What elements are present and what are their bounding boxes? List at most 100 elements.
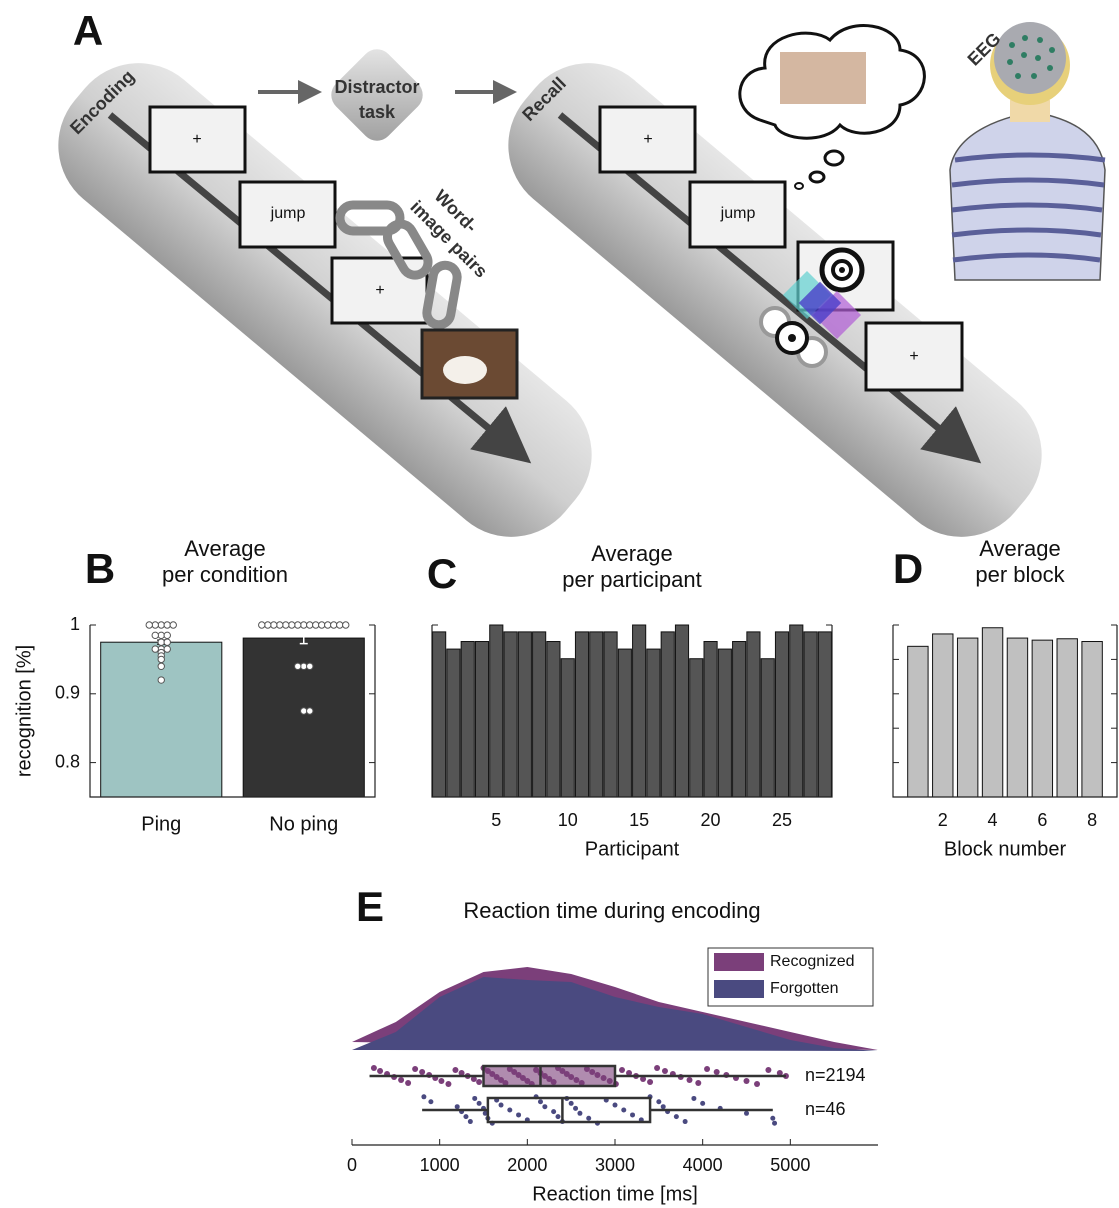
jitter-point: [538, 1099, 543, 1104]
cup: [443, 356, 487, 384]
y-tick-label: 0.8: [55, 751, 80, 771]
data-point: [152, 632, 158, 638]
x-tick-label: 1000: [420, 1155, 460, 1175]
density-gap: [357, 1052, 883, 1058]
chart-title: per block: [975, 562, 1065, 587]
data-point: [325, 622, 331, 628]
data-point: [295, 663, 301, 669]
bar: [957, 638, 977, 797]
jitter-point: [507, 1108, 512, 1113]
bar: [433, 632, 446, 797]
bar: [690, 659, 703, 797]
bar: [447, 649, 460, 797]
bar: [675, 625, 688, 797]
fixation: +: [375, 282, 384, 299]
jitter-point: [683, 1119, 688, 1124]
data-point: [301, 622, 307, 628]
bar: [533, 632, 546, 797]
jitter-point: [770, 1116, 775, 1121]
bar: [818, 632, 831, 797]
jitter-point: [674, 1114, 679, 1119]
jitter-point: [656, 1099, 661, 1104]
legend-swatch: [714, 980, 764, 998]
data-point: [170, 622, 176, 628]
panel-label: A: [73, 7, 103, 54]
bar: [561, 659, 574, 797]
bar: [1082, 642, 1102, 797]
data-point: [295, 622, 301, 628]
cue-word: jump: [270, 205, 306, 222]
bar: [933, 634, 953, 797]
data-point: [152, 646, 158, 652]
data-point: [307, 663, 313, 669]
data-point: [158, 632, 164, 638]
x-tick-label: 20: [701, 810, 721, 830]
x-axis-label: Block number: [944, 838, 1067, 860]
chart-title: per participant: [562, 567, 701, 592]
jitter-point: [586, 1116, 591, 1121]
x-tick-label: Ping: [141, 813, 181, 835]
bar: [982, 628, 1002, 797]
jitter-point: [647, 1079, 653, 1085]
bubble-dot: [795, 183, 803, 189]
y-axis-label: recognition [%]: [13, 645, 35, 777]
jitter-point: [542, 1104, 547, 1109]
bar: [775, 632, 788, 797]
bar: [475, 642, 488, 797]
jitter-point: [754, 1081, 760, 1087]
jitter-point: [516, 1112, 521, 1117]
memory-image: [780, 52, 866, 104]
chart-title: Average: [184, 536, 266, 561]
bar: [618, 649, 631, 797]
bar: [733, 642, 746, 797]
jitter-point: [463, 1114, 468, 1119]
jitter-point: [412, 1066, 418, 1072]
jitter-point: [556, 1114, 561, 1119]
bar: [704, 642, 717, 797]
bar: [243, 638, 364, 797]
jitter-point: [371, 1065, 377, 1071]
x-tick-label: 5000: [770, 1155, 810, 1175]
bar: [575, 632, 588, 797]
data-point: [331, 622, 337, 628]
bar: [590, 632, 603, 797]
chart-title: Reaction time during encoding: [463, 898, 760, 923]
fixation: +: [643, 131, 652, 148]
x-tick-label: 6: [1037, 810, 1047, 830]
jitter-point: [662, 1068, 668, 1074]
x-tick-label: 3000: [595, 1155, 635, 1175]
n-label: n=2194: [805, 1065, 866, 1085]
bar: [761, 659, 774, 797]
data-point: [271, 622, 277, 628]
panel-label: E: [356, 883, 384, 930]
jitter-point: [455, 1104, 460, 1109]
bar: [461, 642, 474, 797]
x-axis-label: Participant: [585, 838, 680, 860]
jitter-point: [695, 1080, 701, 1086]
data-point: [283, 622, 289, 628]
jitter-point: [438, 1078, 444, 1084]
x-tick-label: 0: [347, 1155, 357, 1175]
bar: [718, 649, 731, 797]
bar: [661, 632, 674, 797]
jitter-point: [419, 1069, 425, 1075]
data-point: [146, 622, 152, 628]
data-point: [313, 622, 319, 628]
bar: [518, 632, 531, 797]
jitter-point: [765, 1067, 771, 1073]
bar: [790, 625, 803, 797]
bar: [1032, 640, 1052, 797]
jitter-point: [621, 1108, 626, 1113]
data-point: [307, 622, 313, 628]
cue-word: jump: [720, 205, 756, 222]
data-point: [158, 677, 164, 683]
panel-label: D: [893, 545, 923, 592]
x-tick-label: No ping: [269, 813, 338, 835]
data-point: [158, 656, 164, 662]
jitter-point: [476, 1079, 482, 1085]
jitter-point: [661, 1104, 666, 1109]
data-point: [259, 622, 265, 628]
distractor-label: task: [359, 102, 396, 122]
fixation: +: [909, 348, 918, 365]
data-point: [289, 622, 295, 628]
